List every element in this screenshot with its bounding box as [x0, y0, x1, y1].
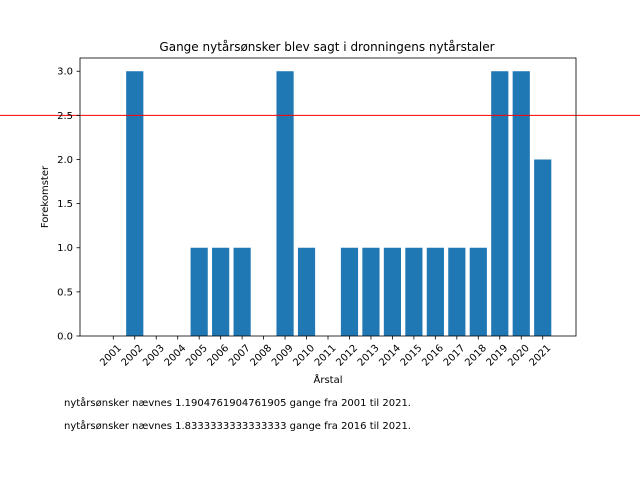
x-tick-label: 2006 — [206, 343, 232, 369]
note-2016-2021: nytårsønsker nævnes 1.8333333333333333 g… — [64, 421, 411, 432]
x-axis: 2001200220032004200520062007200820092010… — [98, 336, 553, 369]
bar-2018 — [469, 247, 487, 336]
bar-2017 — [448, 247, 466, 336]
x-axis-label: Årstal — [314, 373, 343, 386]
y-axis: 0.0 0.5 1.0 1.5 2.0 2.5 3.0 — [57, 67, 80, 343]
y-axis-label: Forekomster — [40, 165, 51, 228]
bar-2009 — [276, 71, 294, 336]
x-tick-label: 2013 — [356, 343, 382, 369]
bar-2012 — [340, 247, 359, 336]
y-tick-label: 1.0 — [57, 243, 73, 254]
x-tick-label: 2018 — [463, 343, 489, 369]
x-tick-label: 2001 — [98, 343, 124, 369]
y-tick-label: 0.5 — [57, 287, 73, 298]
x-tick-label: 2017 — [442, 343, 468, 369]
bar-2005 — [190, 247, 208, 336]
bar-2021 — [534, 159, 552, 336]
plot-frame — [79, 57, 577, 337]
x-tick-label: 2003 — [141, 343, 167, 369]
x-tick-label: 2021 — [528, 343, 554, 369]
bar-2007 — [233, 247, 251, 336]
x-tick-label: 2020 — [506, 343, 532, 369]
chart-title: Gange nytårsønsker blev sagt i dronninge… — [159, 40, 494, 54]
x-tick-label: 2009 — [270, 343, 296, 369]
x-tick-label: 2008 — [248, 343, 274, 369]
bar-2020 — [512, 71, 530, 336]
bar-2002 — [126, 71, 144, 336]
y-tick-label: 2.5 — [57, 111, 73, 122]
y-tick-label: 3.0 — [57, 67, 73, 78]
bar-2016 — [426, 247, 444, 336]
bar-2013 — [362, 247, 380, 336]
y-tick-label: 1.5 — [57, 199, 73, 210]
note-2001-2021: nytårsønsker nævnes 1.1904761904761905 g… — [64, 398, 411, 409]
x-tick-label: 2016 — [420, 343, 446, 369]
x-tick-label: 2010 — [291, 343, 317, 369]
x-tick-label: 2014 — [377, 343, 403, 369]
x-tick-label: 2002 — [120, 343, 146, 369]
y-tick-label: 2.0 — [57, 155, 73, 166]
x-tick-label: 2019 — [485, 343, 511, 369]
x-tick-label: 2012 — [334, 343, 360, 369]
x-tick-label: 2004 — [163, 343, 189, 369]
x-tick-label: 2015 — [399, 343, 425, 369]
bar-2019 — [491, 71, 509, 336]
bar-2010 — [297, 247, 316, 336]
bars-group — [126, 71, 552, 336]
x-tick-label: 2005 — [184, 343, 210, 369]
x-tick-label: 2007 — [227, 343, 253, 369]
bar-2015 — [405, 247, 423, 336]
x-tick-label: 2011 — [313, 343, 339, 369]
bar-2006 — [212, 247, 230, 336]
bar-2014 — [383, 247, 402, 336]
y-tick-label: 0.0 — [57, 332, 73, 343]
